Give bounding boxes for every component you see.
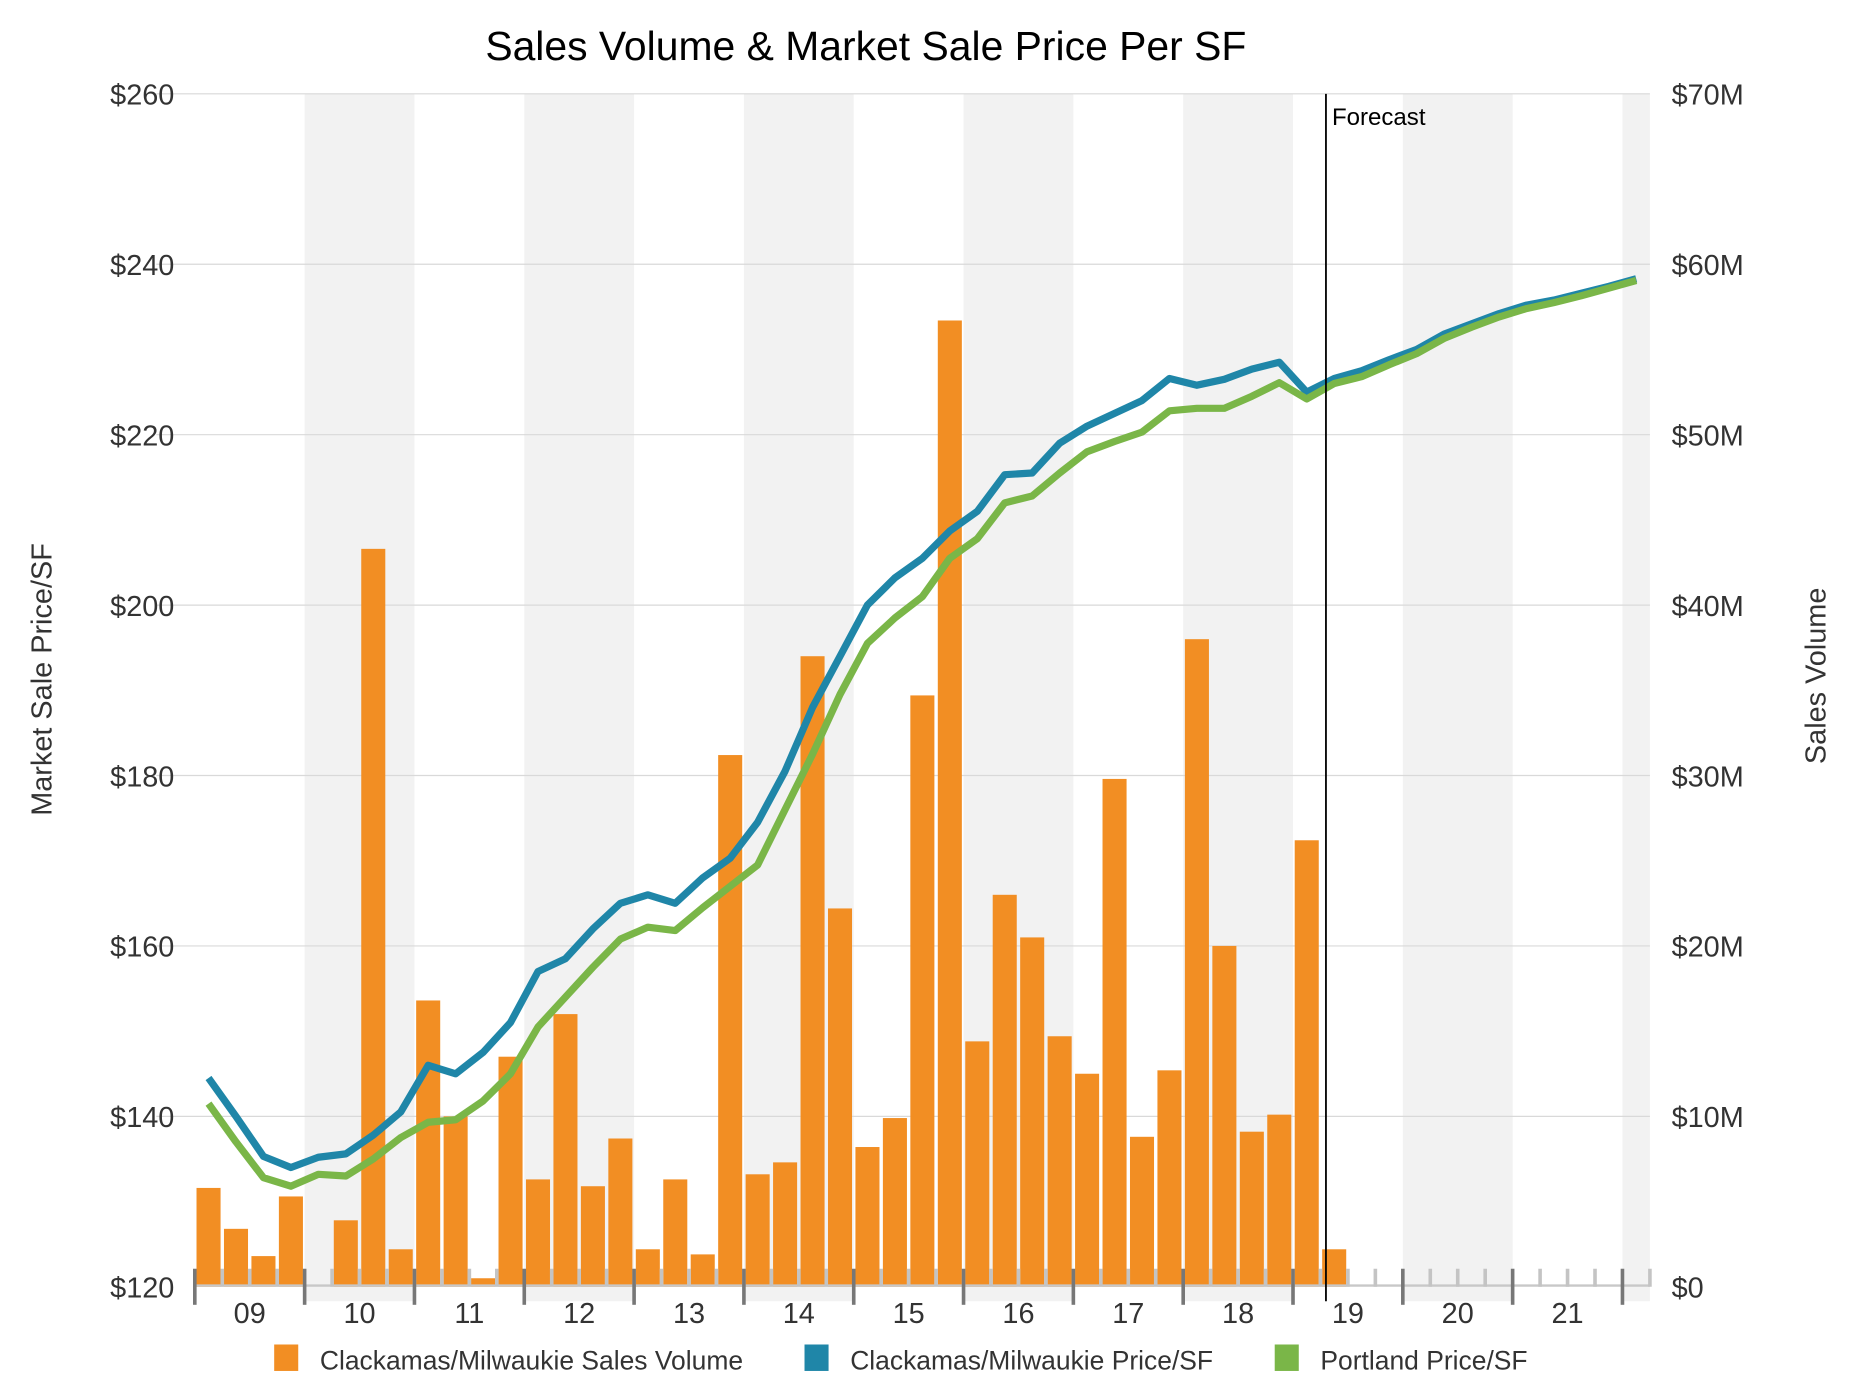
legend-swatch bbox=[274, 1344, 299, 1371]
volume-bars bbox=[196, 320, 1347, 1287]
y-right-tick-label: $60M bbox=[1672, 250, 1744, 282]
volume-bar bbox=[416, 1000, 441, 1287]
volume-bar bbox=[690, 1254, 715, 1287]
y-right-tick-label: $30M bbox=[1672, 761, 1744, 793]
volume-bar bbox=[553, 1014, 578, 1287]
volume-bar bbox=[910, 695, 935, 1287]
volume-bar bbox=[1047, 1036, 1072, 1287]
volume-bar bbox=[388, 1249, 413, 1287]
volume-bar bbox=[333, 1220, 358, 1287]
y-right-tick-label: $50M bbox=[1672, 420, 1744, 452]
volume-bar bbox=[525, 1179, 551, 1287]
x-tick-label: 15 bbox=[893, 1298, 925, 1330]
volume-bar bbox=[635, 1249, 660, 1287]
y-right-tick-label: $0 bbox=[1672, 1273, 1704, 1305]
volume-bar bbox=[1102, 778, 1127, 1287]
y-right-tick-label: $40M bbox=[1672, 591, 1744, 623]
y-left-tick-label: $260 bbox=[110, 80, 174, 112]
volume-bar bbox=[580, 1186, 605, 1287]
year-band bbox=[1402, 93, 1513, 1302]
volume-bar bbox=[745, 1174, 770, 1287]
volume-bar bbox=[937, 320, 962, 1287]
chart-title: Sales Volume & Market Sale Price Per SF bbox=[485, 23, 1246, 69]
y-right-tick-label: $70M bbox=[1672, 80, 1744, 112]
x-tick-label: 12 bbox=[563, 1298, 595, 1330]
x-tick-label: 09 bbox=[234, 1298, 266, 1330]
volume-bar bbox=[361, 548, 386, 1287]
gridlines bbox=[156, 93, 1650, 1117]
volume-bar bbox=[1075, 1073, 1100, 1287]
volume-bar bbox=[471, 1278, 496, 1287]
volume-bar bbox=[1239, 1131, 1264, 1287]
volume-bar bbox=[223, 1228, 249, 1287]
year-band bbox=[1622, 93, 1650, 1302]
y-right-tick-label: $20M bbox=[1672, 932, 1744, 964]
volume-bar bbox=[1212, 945, 1237, 1287]
y-left-tick-label: $160 bbox=[110, 932, 174, 964]
volume-bar bbox=[498, 1056, 523, 1287]
volume-bar bbox=[663, 1179, 688, 1287]
volume-bar bbox=[1129, 1136, 1155, 1287]
x-tick-label: 19 bbox=[1332, 1298, 1364, 1330]
clackamas-price-line bbox=[205, 275, 1638, 1172]
volume-bar bbox=[992, 894, 1017, 1287]
x-tick-label: 13 bbox=[673, 1298, 705, 1330]
volume-bar bbox=[251, 1256, 276, 1287]
x-tick-label: 18 bbox=[1222, 1298, 1254, 1330]
x-axis bbox=[193, 1268, 1652, 1305]
y-left-tick-label: $240 bbox=[110, 250, 174, 282]
volume-bar bbox=[1157, 1070, 1182, 1287]
volume-bar bbox=[855, 1147, 880, 1287]
volume-bar bbox=[1184, 639, 1209, 1287]
right-axis-title: Sales Volume bbox=[1800, 588, 1832, 764]
legend-swatch bbox=[804, 1344, 829, 1371]
y-left-tick-label: $180 bbox=[110, 761, 174, 793]
legend: Clackamas/Milwaukie Sales Volume Clackama… bbox=[274, 1344, 1528, 1376]
volume-bar bbox=[827, 908, 853, 1287]
forecast-label: Forecast bbox=[1332, 104, 1426, 131]
y-left-tick-label: $140 bbox=[110, 1102, 174, 1134]
left-axis-title: Market Sale Price/SF bbox=[27, 543, 59, 816]
x-tick-label: 20 bbox=[1442, 1298, 1474, 1330]
x-tick-label: 14 bbox=[783, 1298, 815, 1330]
volume-bar bbox=[882, 1118, 907, 1287]
legend-label: Portland Price/SF bbox=[1320, 1346, 1527, 1376]
legend-label: Clackamas/Milwaukie Sales Volume bbox=[320, 1346, 743, 1376]
x-tick-label: 17 bbox=[1112, 1298, 1144, 1330]
volume-bar bbox=[965, 1041, 990, 1287]
legend-swatch bbox=[1274, 1344, 1299, 1371]
year-band bbox=[304, 93, 415, 1302]
volume-bar bbox=[718, 755, 743, 1287]
y-left-tick-label: $200 bbox=[110, 591, 174, 623]
volume-bar bbox=[1020, 937, 1045, 1287]
x-tick-label: 21 bbox=[1551, 1298, 1583, 1330]
price-lines: Forecast bbox=[205, 93, 1638, 1302]
volume-bar bbox=[773, 1162, 798, 1287]
portland-price-line bbox=[205, 276, 1638, 1190]
volume-bar bbox=[608, 1138, 633, 1287]
volume-bar bbox=[278, 1196, 303, 1287]
volume-bar bbox=[196, 1187, 221, 1287]
x-tick-label: 16 bbox=[1002, 1298, 1034, 1330]
volume-bar bbox=[443, 1116, 468, 1287]
tick-labels: $120 $0 $140 $10M $160 $20M $180 $30M $200 $40M $2… bbox=[110, 80, 1744, 1330]
x-tick-label: 11 bbox=[454, 1298, 484, 1330]
y-right-tick-label: $10M bbox=[1672, 1102, 1744, 1134]
year-band bbox=[524, 93, 635, 1302]
y-left-tick-label: $220 bbox=[110, 420, 174, 452]
volume-bar bbox=[1267, 1114, 1292, 1287]
x-tick-label: 10 bbox=[343, 1298, 375, 1330]
volume-bar bbox=[1294, 840, 1319, 1287]
legend-label: Clackamas/Milwaukie Price/SF bbox=[850, 1346, 1213, 1376]
y-left-tick-label: $120 bbox=[110, 1273, 174, 1305]
